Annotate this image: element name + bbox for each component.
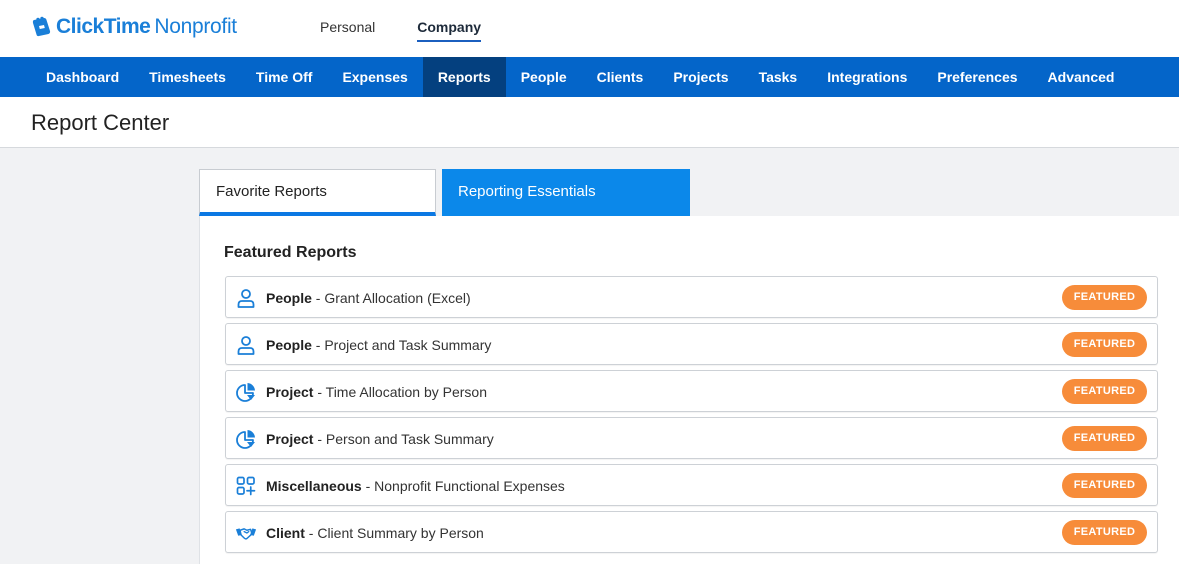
main-nav: Dashboard Timesheets Time Off Expenses R…	[0, 57, 1179, 97]
tab-favorite-reports[interactable]: Favorite Reports	[199, 169, 436, 216]
report-label: Project - Person and Task Summary	[266, 431, 494, 447]
featured-badge: FEATURED	[1062, 426, 1147, 451]
report-name: - Nonprofit Functional Expenses	[361, 478, 565, 494]
featured-badge: FEATURED	[1062, 473, 1147, 498]
nav-people[interactable]: People	[520, 69, 567, 85]
page-header: Report Center	[0, 97, 1179, 148]
report-name: - Person and Task Summary	[313, 431, 494, 447]
mode-switch: Personal Company	[320, 19, 523, 42]
report-category: Project	[266, 384, 314, 400]
featured-badge: FEATURED	[1062, 379, 1147, 404]
report-category: People	[266, 290, 312, 306]
report-name: - Project and Task Summary	[311, 337, 492, 353]
report-category: Project	[266, 431, 314, 447]
report-row-client-summary[interactable]: Client - Client Summary by Person FEATUR…	[225, 511, 1158, 553]
report-name: - Time Allocation by Person	[313, 384, 487, 400]
mode-personal[interactable]: Personal	[320, 19, 376, 35]
report-category: Client	[266, 525, 305, 541]
report-row-person-task-summary[interactable]: Project - Person and Task Summary FEATUR…	[225, 417, 1158, 459]
nav-time-off[interactable]: Time Off	[255, 69, 313, 85]
top-bar: ClickTime Nonprofit Personal Company	[0, 0, 1179, 57]
report-label: People - Project and Task Summary	[266, 337, 491, 353]
report-category: Miscellaneous	[266, 478, 362, 494]
person-icon	[237, 336, 255, 355]
featured-badge: FEATURED	[1062, 285, 1147, 310]
report-row-functional-expenses[interactable]: Miscellaneous - Nonprofit Functional Exp…	[225, 464, 1158, 506]
nav-integrations[interactable]: Integrations	[827, 69, 908, 85]
reporting-essentials-panel: Featured Reports People - Grant Allocati…	[199, 216, 1179, 564]
nav-projects[interactable]: Projects	[673, 69, 729, 85]
report-label: People - Grant Allocation (Excel)	[266, 290, 471, 306]
tab-reporting-essentials[interactable]: Reporting Essentials	[442, 169, 690, 216]
report-name: - Grant Allocation (Excel)	[311, 290, 471, 306]
logo-brand-text: ClickTime	[56, 15, 151, 38]
featured-reports-heading: Featured Reports	[224, 244, 357, 261]
pie-chart-icon	[236, 430, 255, 449]
featured-badge: FEATURED	[1062, 332, 1147, 357]
report-category: People	[266, 337, 312, 353]
report-label: Client - Client Summary by Person	[266, 525, 484, 541]
report-label: Project - Time Allocation by Person	[266, 384, 487, 400]
nav-timesheets[interactable]: Timesheets	[149, 69, 226, 85]
mode-company[interactable]: Company	[417, 19, 482, 42]
nav-reports[interactable]: Reports	[422, 57, 506, 97]
nav-clients[interactable]: Clients	[596, 69, 644, 85]
logo-product-text: Nonprofit	[154, 15, 237, 38]
report-row-project-task-summary[interactable]: People - Project and Task Summary FEATUR…	[225, 323, 1158, 365]
report-name: - Client Summary by Person	[304, 525, 484, 541]
page-title: Report Center	[31, 110, 170, 135]
nav-tasks[interactable]: Tasks	[758, 69, 798, 85]
handshake-icon	[235, 528, 257, 540]
featured-badge: FEATURED	[1062, 520, 1147, 545]
clicktime-logo[interactable]: ClickTime Nonprofit	[31, 14, 237, 40]
featured-report-list: People - Grant Allocation (Excel) FEATUR…	[225, 276, 1158, 558]
report-label: Miscellaneous - Nonprofit Functional Exp…	[266, 478, 565, 494]
grid-plus-icon	[236, 476, 256, 496]
person-icon	[237, 289, 255, 308]
nav-preferences[interactable]: Preferences	[937, 69, 1018, 85]
report-row-time-allocation[interactable]: Project - Time Allocation by Person FEAT…	[225, 370, 1158, 412]
nav-advanced[interactable]: Advanced	[1047, 69, 1115, 85]
pie-chart-icon	[236, 383, 255, 402]
nav-dashboard[interactable]: Dashboard	[46, 69, 120, 85]
nav-expenses[interactable]: Expenses	[342, 69, 408, 85]
report-tabs: Favorite Reports Reporting Essentials	[199, 169, 690, 216]
clicktime-logo-icon	[32, 16, 51, 37]
report-row-grant-allocation[interactable]: People - Grant Allocation (Excel) FEATUR…	[225, 276, 1158, 318]
